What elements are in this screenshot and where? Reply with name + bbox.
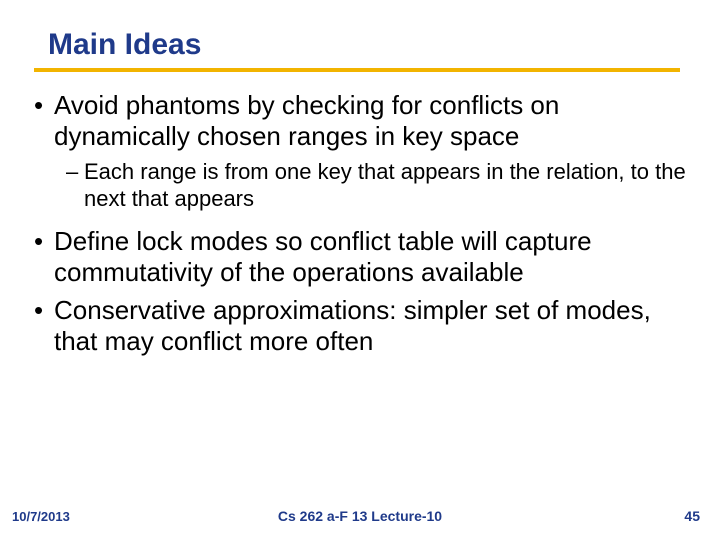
slide-content: Avoid phantoms by checking for conflicts… <box>20 90 700 357</box>
footer-center: Cs 262 a-F 13 Lecture-10 <box>278 508 442 524</box>
bullet-level1: Avoid phantoms by checking for conflicts… <box>30 90 690 151</box>
footer-page-number: 45 <box>684 508 700 524</box>
slide-title: Main Ideas <box>48 28 700 62</box>
bullet-level1: Define lock modes so conflict table will… <box>30 226 690 287</box>
bullet-level2: Each range is from one key that appears … <box>30 159 690 212</box>
bullet-level1: Conservative approximations: simpler set… <box>30 295 690 356</box>
slide: Main Ideas Avoid phantoms by checking fo… <box>0 0 720 540</box>
footer-date: 10/7/2013 <box>12 509 70 524</box>
slide-footer: 10/7/2013 Cs 262 a-F 13 Lecture-10 45 <box>0 508 720 524</box>
title-underline <box>34 68 680 72</box>
